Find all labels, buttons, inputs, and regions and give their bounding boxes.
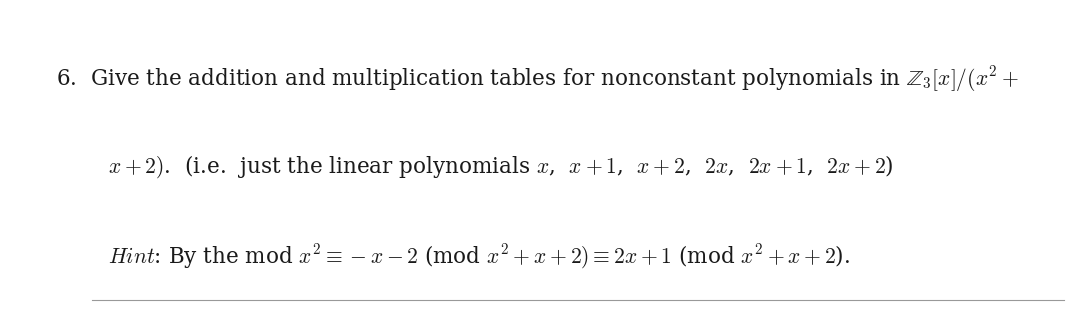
Text: 6.  Give the addition and multiplication tables for nonconstant polynomials in $: 6. Give the addition and multiplication … xyxy=(56,64,1020,93)
Text: $\mathit{Hint}$: By the mod $x^2 \equiv -x-2$ (mod $x^2+x+2) \equiv 2x+1$ (mod $: $\mathit{Hint}$: By the mod $x^2 \equiv … xyxy=(108,242,850,271)
Text: $x+2)$.  (i.e.  just the linear polynomials $x$,  $x+1$,  $x+2$,  $2x$,  $2x+1$,: $x+2)$. (i.e. just the linear polynomial… xyxy=(108,153,893,180)
